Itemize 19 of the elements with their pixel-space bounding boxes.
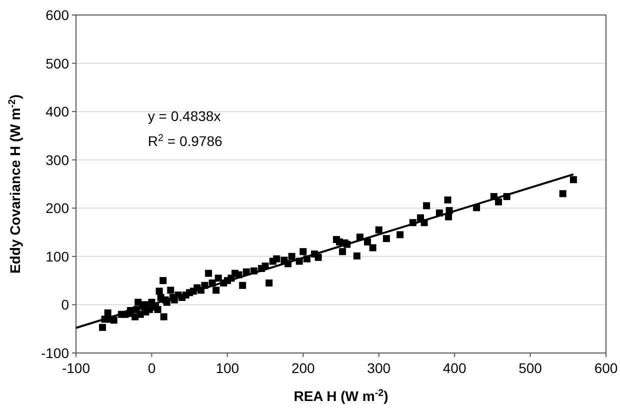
annotation: y = 0.4838x [148,108,221,124]
y-tick-label: 400 [46,104,70,120]
y-tick-label: 0 [61,296,70,313]
y-tick-label: 100 [46,248,70,264]
y-tick-label: 600 [46,7,70,23]
x-tick-label: 500 [518,360,542,376]
x-tick-label: 400 [442,360,466,376]
x-tick-label: -100 [62,360,90,376]
y-tick-label: 200 [46,200,70,216]
y-tick-label: 300 [46,152,70,168]
x-tick-label: 300 [367,360,391,376]
y-tick-label: 500 [46,55,70,72]
x-axis-title: REA H (W m$^{-2}$) [294,388,388,404]
x-tick-label: 200 [291,360,316,376]
x-tick-label: 100 [216,360,240,376]
x-tick-label: 0 [148,360,156,376]
x-tick-label: 600 [594,360,618,376]
y-tick-label: -100 [40,345,70,361]
annotation: R$^{2}$ = 0.9786 [148,132,222,150]
